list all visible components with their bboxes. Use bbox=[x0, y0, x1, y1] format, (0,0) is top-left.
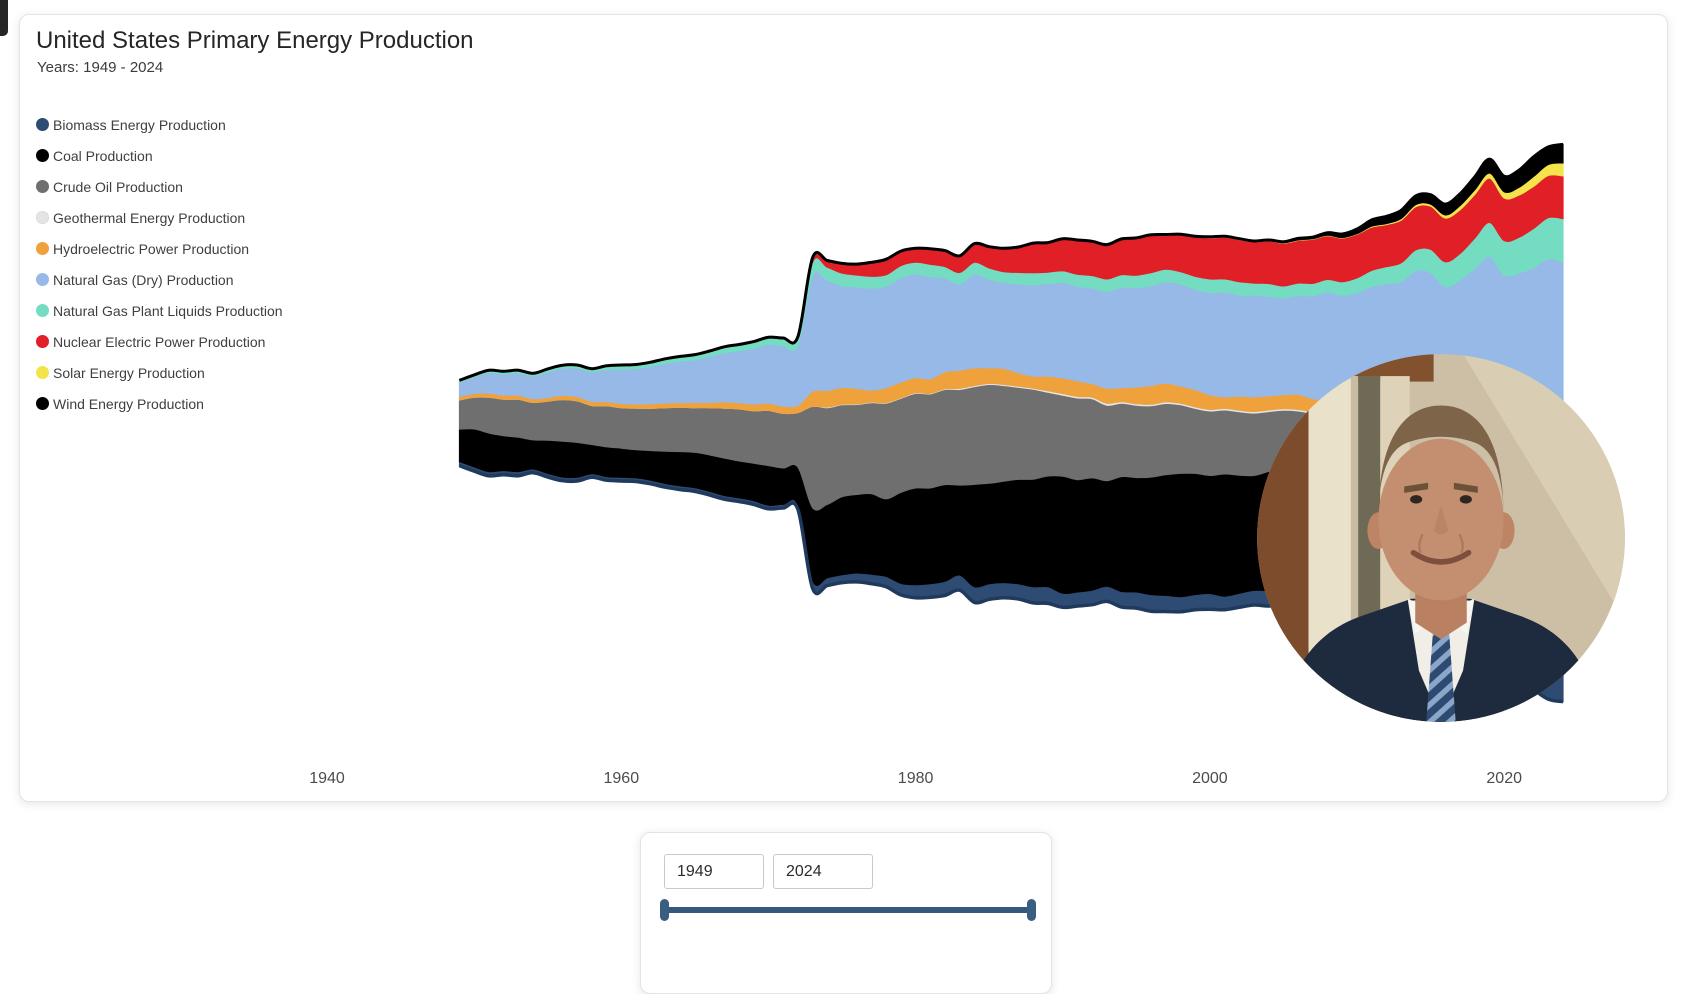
legend-item-label: Solar Energy Production bbox=[53, 364, 205, 381]
legend-item-natural-gas-plant-liquids[interactable]: Natural Gas Plant Liquids Production bbox=[36, 295, 283, 326]
legend-dot-icon bbox=[36, 211, 49, 224]
legend-item-natural-gas-dry[interactable]: Natural Gas (Dry) Production bbox=[36, 264, 283, 295]
legend-item-label: Nuclear Electric Power Production bbox=[53, 333, 266, 350]
legend-item-label: Natural Gas Plant Liquids Production bbox=[53, 302, 283, 319]
legend-dot-icon bbox=[36, 149, 49, 162]
legend-item-label: Biomass Energy Production bbox=[53, 116, 226, 133]
legend-item-geothermal[interactable]: Geothermal Energy Production bbox=[36, 202, 283, 233]
window-corner-fragment bbox=[0, 0, 8, 36]
page-subtitle: Years: 1949 - 2024 bbox=[37, 59, 164, 76]
legend-item-label: Natural Gas (Dry) Production bbox=[53, 271, 234, 288]
x-axis-tick-label: 1940 bbox=[309, 770, 345, 787]
legend-item-wind[interactable]: Wind Energy Production bbox=[36, 388, 283, 419]
profile-photo bbox=[1257, 354, 1625, 722]
slider-track[interactable] bbox=[663, 907, 1033, 913]
range-end-input[interactable] bbox=[773, 854, 873, 889]
legend-dot-icon bbox=[36, 118, 49, 131]
legend-dot-icon bbox=[36, 366, 49, 379]
x-axis-tick-label: 1960 bbox=[604, 770, 640, 787]
legend-dot-icon bbox=[36, 397, 49, 410]
legend-item-crude-oil[interactable]: Crude Oil Production bbox=[36, 171, 283, 202]
legend-item-coal[interactable]: Coal Production bbox=[36, 140, 283, 171]
range-start-input[interactable] bbox=[664, 854, 764, 889]
year-range-panel bbox=[640, 832, 1052, 994]
page-title: United States Primary Energy Production bbox=[36, 27, 474, 54]
legend-dot-icon bbox=[36, 304, 49, 317]
profile-photo-illustration bbox=[1257, 354, 1625, 722]
legend-item-solar[interactable]: Solar Energy Production bbox=[36, 357, 283, 388]
legend-item-label: Coal Production bbox=[53, 147, 153, 164]
legend-item-label: Crude Oil Production bbox=[53, 178, 183, 195]
slider-handle-end[interactable] bbox=[1027, 899, 1036, 921]
legend-dot-icon bbox=[36, 242, 49, 255]
legend: Biomass Energy Production Coal Productio… bbox=[36, 109, 283, 419]
x-axis-tick-label: 2000 bbox=[1192, 770, 1228, 787]
legend-item-label: Geothermal Energy Production bbox=[53, 209, 246, 226]
slider-handle-start[interactable] bbox=[660, 899, 669, 921]
legend-item-label: Wind Energy Production bbox=[53, 395, 204, 412]
legend-dot-icon bbox=[36, 273, 49, 286]
x-axis-tick-label: 1980 bbox=[898, 770, 934, 787]
legend-item-hydroelectric[interactable]: Hydroelectric Power Production bbox=[36, 233, 283, 264]
x-axis-tick-label: 2020 bbox=[1486, 770, 1522, 787]
legend-dot-icon bbox=[36, 335, 49, 348]
year-range-slider[interactable] bbox=[658, 897, 1038, 923]
legend-item-nuclear[interactable]: Nuclear Electric Power Production bbox=[36, 326, 283, 357]
legend-item-biomass[interactable]: Biomass Energy Production bbox=[36, 109, 283, 140]
year-range-inputs bbox=[664, 854, 873, 889]
chart-card: 1940 1960 1980 2000 2020 United States Prima… bbox=[19, 14, 1668, 802]
legend-item-label: Hydroelectric Power Production bbox=[53, 240, 250, 257]
legend-dot-icon bbox=[36, 180, 49, 193]
stream-top-outline bbox=[458, 142, 1564, 382]
